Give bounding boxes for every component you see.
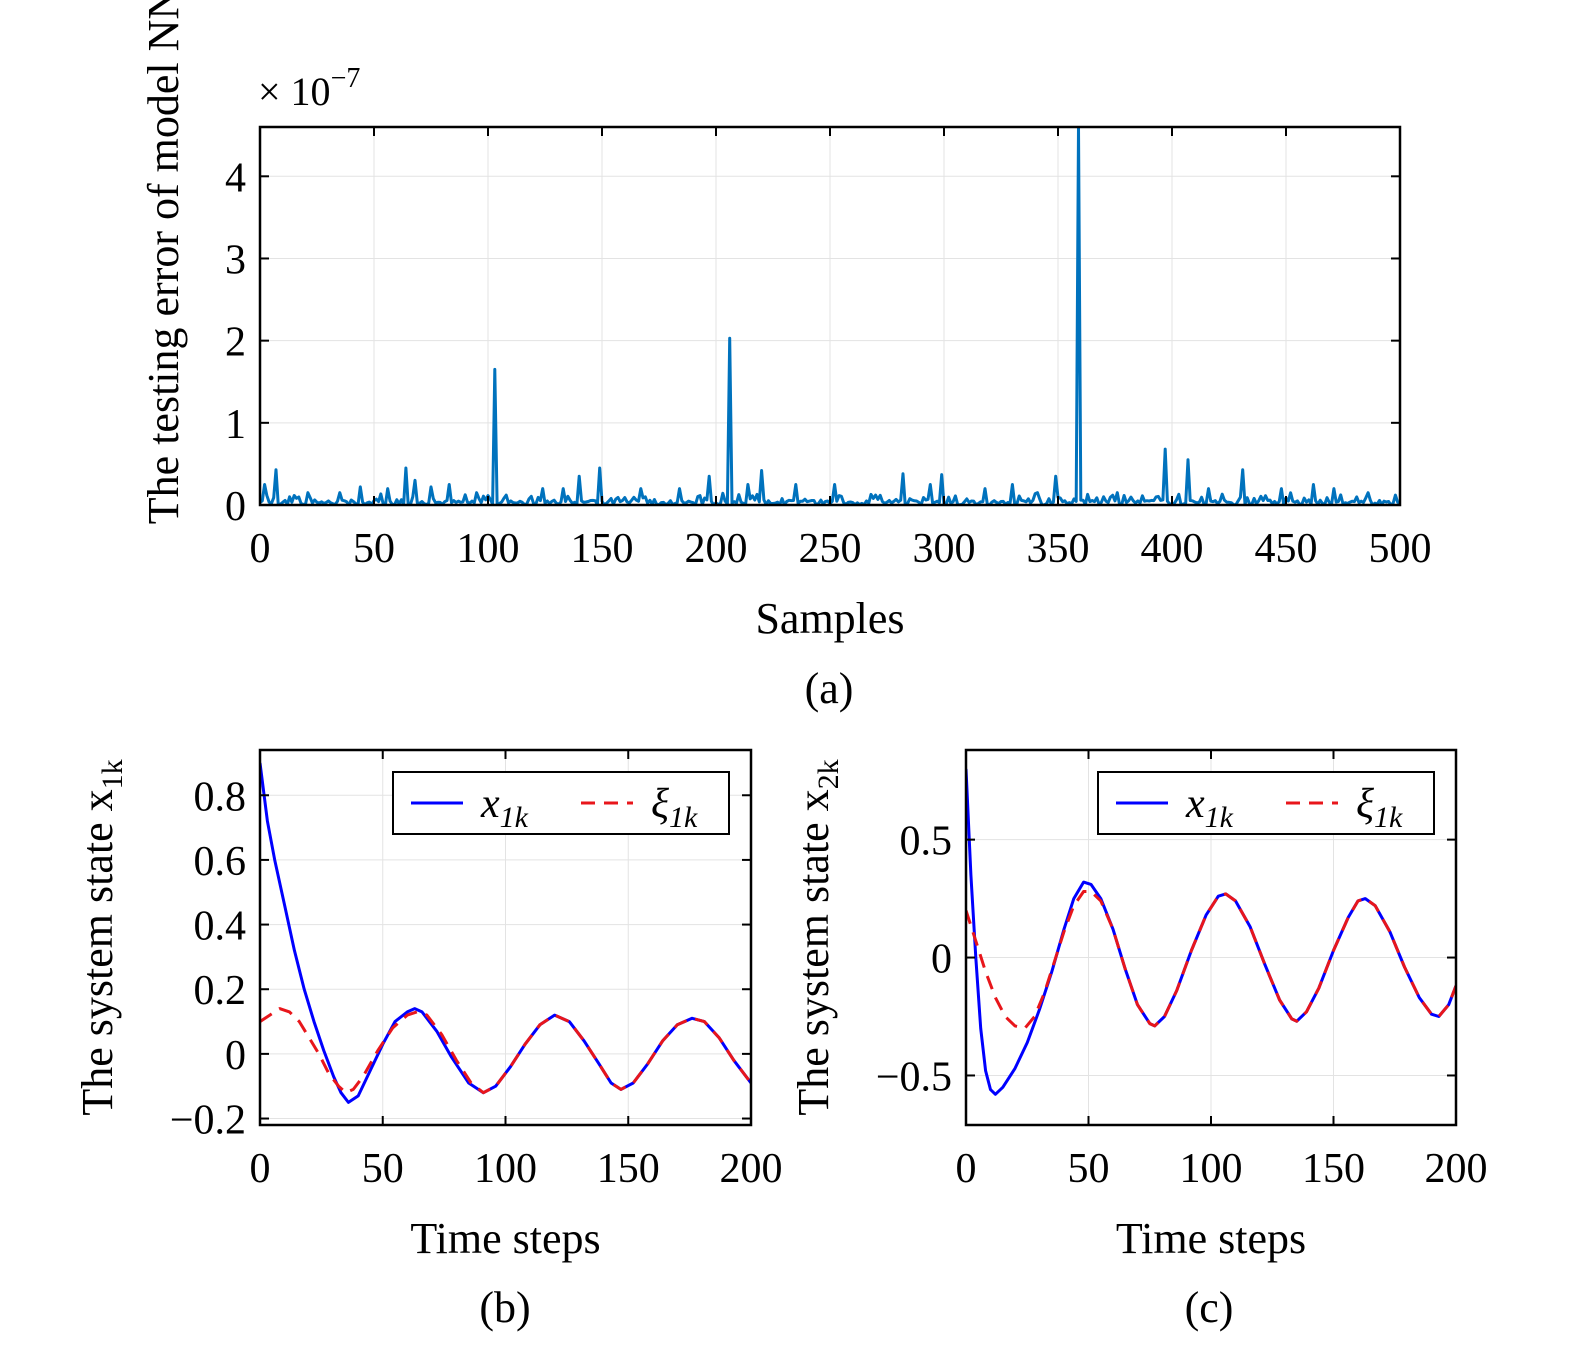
x-tick-label: 200: [720, 1146, 783, 1192]
x-tick-label: 350: [1027, 526, 1090, 572]
panel-caption: (c): [1185, 1283, 1234, 1332]
x-tick-label: 500: [1369, 526, 1432, 572]
x-tick-label: 100: [1180, 1146, 1243, 1192]
x-axis-label: Time steps: [410, 1214, 600, 1263]
x-tick-label: 150: [571, 526, 634, 572]
y-tick-label: −0.2: [170, 1098, 246, 1144]
panel-caption: (a): [805, 664, 854, 713]
x-tick-label: 50: [353, 526, 395, 572]
x-tick-label: 0: [250, 1146, 271, 1192]
x-tick-label: 200: [685, 526, 748, 572]
plot-area: [260, 762, 751, 1104]
series-line-1: [966, 890, 1456, 1030]
y-tick-label: 0: [225, 1033, 246, 1079]
x-tick-label: 100: [457, 526, 520, 572]
legend: x1k ξ1k: [1097, 771, 1435, 835]
y-axis-label: The testing error of model NN: [139, 0, 188, 524]
y-tick-label: 1: [225, 402, 246, 448]
y-axis-label: The system state x1k: [73, 759, 129, 1115]
y-tick-label: 0.6: [194, 839, 247, 885]
series-line-1: [260, 1007, 751, 1095]
y-tick-label: 0.2: [194, 968, 247, 1014]
y-tick-label: 3: [225, 237, 246, 283]
y-tick-label: 0.4: [194, 904, 247, 950]
y-tick-label: 0.8: [194, 774, 247, 820]
panel-caption: (b): [479, 1283, 530, 1332]
y-tick-label: 0.5: [900, 819, 953, 865]
x-tick-label: 450: [1255, 526, 1318, 572]
x-tick-label: 50: [362, 1146, 404, 1192]
x-tick-label: 50: [1068, 1146, 1110, 1192]
y-tick-label: 4: [225, 155, 246, 201]
x-tick-label: 150: [597, 1146, 660, 1192]
x-tick-label: 100: [474, 1146, 537, 1192]
y-tick-label: 2: [225, 320, 246, 366]
x-tick-label: 150: [1302, 1146, 1365, 1192]
x-tick-label: 400: [1141, 526, 1204, 572]
x-tick-label: 0: [250, 526, 271, 572]
legend: x1k ξ1k: [392, 771, 730, 835]
y-tick-label: 0: [931, 937, 952, 983]
x-tick-label: 0: [956, 1146, 977, 1192]
plot-area: [966, 768, 1456, 1096]
y-axis-label: The system state x2k: [789, 759, 845, 1115]
x-tick-label: 300: [913, 526, 976, 572]
chart-panel-0: 0 50 100 150 200 250 300 350 400 450 500 0 1 2 3 4 Sampl…: [139, 0, 1432, 713]
x-tick-label: 250: [799, 526, 862, 572]
x-axis-label: Samples: [755, 594, 904, 643]
x-tick-label: 200: [1425, 1146, 1488, 1192]
exponent-label: × 10−7: [258, 63, 360, 114]
x-axis-label: Time steps: [1116, 1214, 1306, 1263]
y-tick-label: −0.5: [876, 1054, 952, 1100]
y-tick-label: 0: [225, 484, 246, 530]
